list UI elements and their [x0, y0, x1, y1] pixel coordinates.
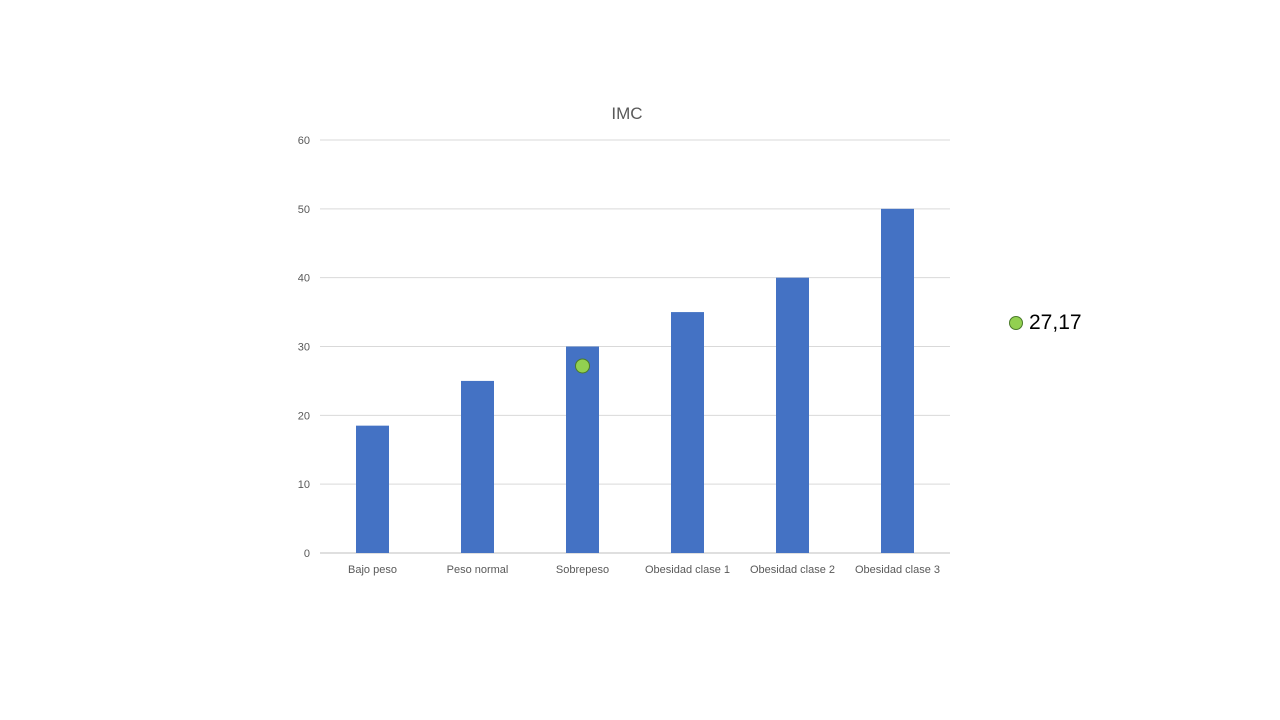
y-tick-label: 0	[304, 548, 310, 560]
gridlines	[320, 139, 950, 554]
bar-series	[356, 208, 914, 554]
y-tick-label: 40	[298, 273, 310, 285]
marker-legend-value: 27,17	[1029, 311, 1082, 334]
bar	[461, 380, 494, 553]
y-tick-label: 50	[298, 204, 310, 216]
bar	[356, 425, 389, 553]
chart-title: IMC	[611, 104, 642, 123]
imc-marker-point	[575, 358, 590, 374]
x-tick-label: Bajo peso	[348, 564, 397, 576]
y-tick-label: 60	[298, 135, 310, 147]
x-tick-label: Obesidad clase 3	[855, 564, 940, 576]
x-axis-ticks: Bajo peso Peso normal Sobrepeso Obesidad cl…	[348, 564, 940, 576]
bar	[671, 312, 704, 553]
x-tick-label: Obesidad clase 2	[750, 564, 835, 576]
y-tick-label: 30	[298, 342, 310, 354]
y-tick-label: 20	[298, 410, 310, 422]
bar	[881, 208, 914, 554]
x-tick-label: Sobrepeso	[556, 564, 609, 576]
marker-legend: 27,17	[1009, 308, 1082, 338]
x-tick-label: Obesidad clase 1	[645, 564, 730, 576]
y-axis-ticks: 0 10 20 30 40 50 60	[298, 135, 310, 560]
x-tick-label: Peso normal	[447, 564, 509, 576]
marker-layer	[575, 358, 590, 374]
y-tick-label: 10	[298, 479, 310, 491]
bar	[776, 277, 809, 553]
marker-legend-dot-icon	[1009, 316, 1023, 330]
bar	[566, 346, 599, 553]
